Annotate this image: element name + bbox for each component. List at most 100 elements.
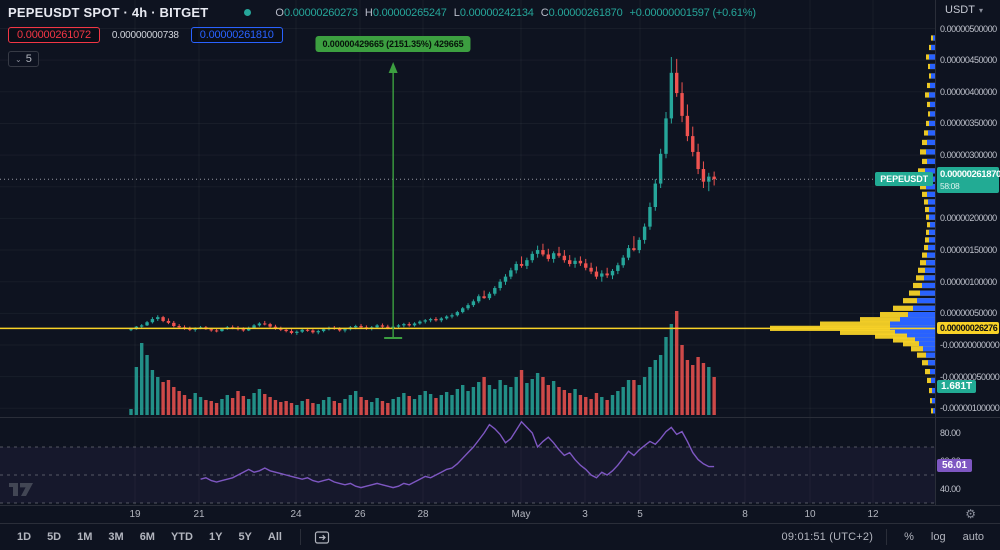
volume-bar: [712, 377, 716, 415]
candle-body: [498, 281, 502, 289]
volume-profile-bar-blue: [900, 317, 935, 323]
time-tick-label: 26: [354, 509, 366, 520]
candle-body: [177, 326, 181, 328]
candle-body: [316, 331, 320, 333]
candle-body: [247, 327, 251, 331]
clock[interactable]: 09:01:51 (UTC+2): [781, 531, 874, 543]
volume-profile-bar-blue: [927, 252, 935, 258]
time-tick-label: 5: [637, 509, 643, 520]
volume-bar: [664, 337, 668, 415]
volume-profile-bar-yellow: [875, 333, 935, 339]
candle-body: [241, 329, 246, 331]
volume-profile-bar-blue: [926, 149, 935, 155]
currency-dropdown[interactable]: USDT ▾: [945, 4, 983, 16]
pane-divider[interactable]: [0, 417, 1000, 418]
price-tick-label: -0.00000050000: [940, 371, 1000, 382]
time-tick-label: 24: [290, 509, 302, 520]
range-button-1y[interactable]: 1Y: [204, 529, 227, 545]
candle-body: [482, 296, 486, 299]
currency-label: USDT: [945, 4, 975, 16]
candle-body: [632, 248, 636, 251]
volume-bar: [557, 387, 561, 415]
volume-bar: [680, 345, 684, 415]
range-button-6m[interactable]: 6M: [135, 529, 160, 545]
spread-value: 0.00000000738: [111, 29, 179, 41]
volume-spike-annotation-label[interactable]: 0.00000429665 (2151.35%) 429665: [315, 36, 471, 52]
volume-profile-bar-blue: [927, 158, 935, 165]
candle-body: [584, 263, 588, 268]
volume-bar: [600, 397, 604, 415]
candle-body: [343, 329, 347, 331]
time-tick-label: 21: [193, 509, 205, 520]
volume-bar: [707, 367, 711, 415]
candle-body: [150, 319, 155, 323]
volume-bar: [188, 399, 192, 415]
candle-body: [471, 301, 476, 306]
volume-bar: [337, 403, 342, 415]
volume-bar: [332, 401, 336, 415]
poc-price-label: 0.00000026276: [937, 322, 999, 334]
symbol-title[interactable]: PEPEUSDT SPOT · 4h · BITGET: [8, 5, 209, 20]
price-scale[interactable]: USDT ▾ 0.00000500000 0.00000450000 0.00000…: [935, 0, 1000, 505]
volume-bar: [616, 391, 620, 415]
price-chart-canvas[interactable]: [0, 0, 935, 505]
volume-bar: [594, 393, 599, 415]
volume-profile-bar-yellow: [893, 337, 935, 343]
log-scale-button[interactable]: log: [930, 531, 946, 543]
range-button-5y[interactable]: 5Y: [233, 529, 256, 545]
market-status-icon: [244, 9, 252, 16]
volume-profile-bar-blue: [927, 191, 935, 197]
volume-bar: [471, 387, 476, 415]
range-button-5d[interactable]: 5D: [42, 529, 66, 545]
volume-profile-bar-blue: [919, 341, 935, 347]
candle-body: [600, 273, 604, 277]
indicator-collapse-button[interactable]: ⌄ 5: [8, 51, 39, 67]
volume-profile-bar-blue: [922, 282, 935, 289]
volume-bar: [182, 395, 187, 415]
volume-bar: [214, 403, 219, 415]
candle-body: [450, 315, 454, 317]
volume-bar: [546, 385, 550, 415]
volume-bar: [541, 377, 545, 415]
range-button-ytd[interactable]: YTD: [166, 529, 198, 545]
volume-bar: [204, 400, 208, 415]
volume-profile-bar-blue: [929, 120, 935, 127]
volume-bar: [354, 391, 358, 415]
volume-bar: [364, 400, 369, 415]
tradingview-logo[interactable]: [8, 481, 34, 498]
volume-profile-bar-blue: [930, 63, 935, 70]
settings-gear-icon[interactable]: ⚙: [965, 507, 976, 521]
auto-scale-button[interactable]: auto: [962, 531, 984, 543]
candle-body: [359, 326, 363, 328]
volume-bar: [423, 391, 427, 415]
candle-body: [621, 257, 625, 266]
rsi-line: [200, 420, 715, 489]
candle-body: [428, 319, 433, 321]
close-value: 0.00000261870: [548, 6, 623, 19]
range-button-1d[interactable]: 1D: [12, 529, 36, 545]
go-to-date-icon[interactable]: [314, 530, 331, 545]
chart-pane[interactable]: PEPEUSDT SPOT · 4h · BITGET O0.000002602…: [0, 0, 935, 505]
volume-profile-bar-blue: [930, 82, 935, 89]
time-tick-label: 19: [129, 509, 141, 520]
volume-profile-bar-blue: [929, 229, 935, 235]
candle-body: [675, 72, 679, 94]
range-button-1m[interactable]: 1M: [72, 529, 97, 545]
volume-bar: [632, 380, 636, 415]
volume-bar: [279, 402, 283, 415]
time-axis[interactable]: 19 21 24 26 28 May 3 5 8 10 12 ⚙: [0, 505, 1000, 523]
range-button-3m[interactable]: 3M: [103, 529, 128, 545]
candle-body: [188, 328, 192, 330]
candle-body: [477, 296, 481, 302]
candle-body: [493, 288, 497, 294]
candle-body: [220, 328, 224, 332]
volume-bar: [691, 365, 695, 415]
time-tick-label: 3: [582, 509, 588, 520]
candle-body: [669, 72, 674, 119]
percent-scale-button[interactable]: %: [904, 531, 914, 543]
candle-body: [541, 250, 545, 255]
range-button-all[interactable]: All: [263, 529, 287, 545]
volume-bar: [573, 389, 577, 415]
volume-bar: [444, 392, 449, 415]
volume-bar: [161, 382, 165, 415]
